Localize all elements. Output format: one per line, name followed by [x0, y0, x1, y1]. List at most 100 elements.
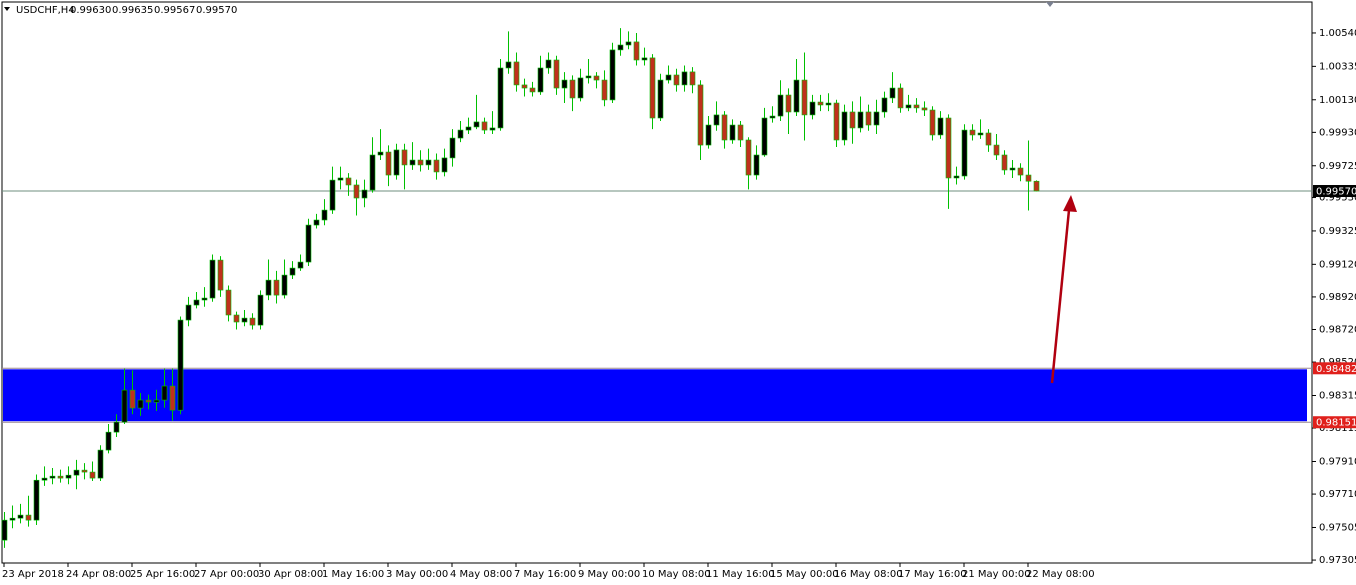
- header-value: 0.99567: [154, 5, 195, 16]
- candle-body: [841, 111, 848, 141]
- candle-body: [497, 67, 504, 129]
- candle-body: [905, 104, 912, 109]
- candle-body: [545, 59, 552, 69]
- candle-body: [185, 304, 192, 321]
- candle-body: [417, 159, 424, 166]
- candle-body: [785, 94, 792, 113]
- candle-body: [177, 319, 184, 411]
- candle-body: [937, 117, 944, 136]
- candle-body: [897, 87, 904, 109]
- candle-body: [249, 317, 256, 326]
- candle-body: [1033, 180, 1040, 192]
- candle-body: [689, 71, 696, 86]
- candle-body: [353, 184, 360, 199]
- y-tick-label: 0.97305: [1319, 555, 1356, 566]
- price-label-box: [1313, 185, 1356, 198]
- candle-body: [489, 127, 496, 131]
- header-arrow: [4, 7, 10, 11]
- candle-body: [833, 102, 840, 141]
- candle-body: [201, 297, 208, 301]
- candle-body: [929, 109, 936, 136]
- candle-body: [673, 74, 680, 86]
- annotation-arrow: [1050, 209, 1071, 384]
- candle-body: [769, 115, 776, 119]
- candle-body: [665, 74, 672, 81]
- candle-body: [657, 79, 664, 119]
- candle-body: [961, 129, 968, 177]
- candle-body: [617, 44, 624, 51]
- candle-body: [465, 126, 472, 131]
- candle-body: [457, 129, 464, 139]
- candle-body: [753, 154, 760, 176]
- candle-body: [625, 41, 632, 46]
- x-tick-label: 11 May 16:00: [706, 569, 775, 580]
- candle-body: [217, 259, 224, 291]
- candle-body: [505, 61, 512, 69]
- candle-body: [329, 179, 336, 211]
- x-tick-label: 9 May 00:00: [578, 569, 640, 580]
- candle-body: [561, 79, 568, 89]
- candle-body: [97, 449, 104, 479]
- candle-body: [777, 94, 784, 117]
- shift-marker: [1046, 2, 1054, 7]
- candle-body: [801, 79, 808, 116]
- candle-body: [345, 177, 352, 186]
- candle-body: [729, 124, 736, 141]
- candle-body: [281, 274, 288, 296]
- candle-body: [433, 159, 440, 173]
- candle-body: [393, 149, 400, 176]
- candle-body: [529, 87, 536, 93]
- candle-body: [849, 111, 856, 129]
- candle-body: [425, 159, 432, 166]
- candle-body: [153, 399, 160, 403]
- candle-body: [857, 111, 864, 129]
- candle-body: [737, 124, 744, 141]
- candle-body: [289, 267, 296, 276]
- candle-body: [953, 175, 960, 179]
- x-tick-label: 24 Apr 08:00: [66, 569, 131, 580]
- x-tick-label: 21 May 00:00: [962, 569, 1031, 580]
- y-tick-label: 0.98315: [1319, 390, 1356, 401]
- header-value: 0.99570: [196, 5, 237, 16]
- x-tick-label: 1 May 16:00: [322, 569, 384, 580]
- y-tick-label: 0.99325: [1319, 226, 1356, 237]
- header-value: 0.99635: [112, 5, 153, 16]
- candle-body: [977, 132, 984, 136]
- candle-body: [1025, 174, 1032, 182]
- x-tick-label: 16 May 08:00: [834, 569, 903, 580]
- candle-body: [265, 279, 272, 296]
- candle-body: [553, 59, 560, 89]
- candle-body: [137, 399, 144, 409]
- candle-body: [233, 314, 240, 323]
- candle-body: [321, 209, 328, 221]
- candle-body: [585, 75, 592, 79]
- candle-body: [73, 469, 80, 476]
- candle-body: [641, 57, 648, 61]
- candle-body: [1017, 167, 1024, 176]
- candle-body: [129, 389, 136, 409]
- candle-body: [713, 114, 720, 126]
- x-tick-label: 10 May 08:00: [642, 569, 711, 580]
- candle-body: [609, 49, 616, 101]
- candle-body: [121, 389, 128, 423]
- candle-body: [9, 517, 16, 521]
- candle-body: [721, 114, 728, 141]
- candle-body: [17, 514, 24, 519]
- candle-body: [577, 77, 584, 99]
- candle-body: [49, 475, 56, 479]
- candle-body: [313, 219, 320, 226]
- x-tick-label: 22 May 08:00: [1026, 569, 1095, 580]
- candle-body: [985, 132, 992, 146]
- candle-body: [601, 79, 608, 101]
- x-tick-label: 27 Apr 00:00: [194, 569, 259, 580]
- candle-body: [297, 261, 304, 269]
- candle-body: [377, 151, 384, 156]
- candle-body: [25, 514, 32, 521]
- candle-body: [169, 385, 176, 411]
